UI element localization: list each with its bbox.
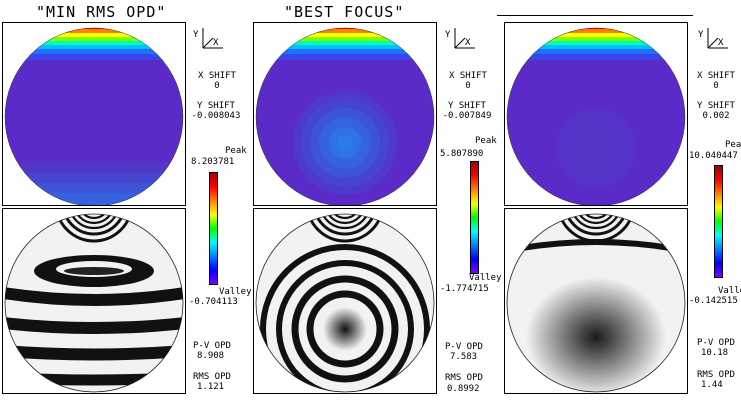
- colorbar-1: [209, 172, 218, 285]
- rms-opd-value-1: 1.121: [197, 382, 225, 392]
- x-shift-label: X SHIFT: [198, 71, 236, 81]
- y-shift-label: Y SHIFT: [448, 101, 486, 111]
- rms-opd-value-2: 0.8992: [447, 384, 480, 394]
- panel-3-title-rule: [497, 15, 693, 16]
- colorbar-3: [714, 165, 723, 278]
- x-shift-1: X SHIFT 0: [191, 71, 243, 91]
- pv-opd-label-1: P-V OPD: [193, 341, 231, 351]
- rms-opd-label-2: RMS OPD: [445, 373, 483, 383]
- fringe-map-3: [504, 208, 688, 394]
- pv-opd-value-1: 8.908: [197, 351, 225, 361]
- x-shift-3: X SHIFT 0: [692, 71, 740, 91]
- x-shift-value: 0: [465, 81, 471, 91]
- axis-y-label-2: Y: [445, 30, 451, 40]
- valley-value-1: -0.704113: [189, 297, 238, 307]
- peak-value-1: 8.203781: [191, 157, 235, 167]
- y-shift-value: -0.007849: [442, 111, 492, 121]
- y-shift-value: 0.002: [702, 111, 730, 121]
- fringe-map-1: [2, 208, 186, 394]
- axes-icon-2: [441, 24, 481, 58]
- peak-label-3: Peak: [725, 140, 741, 150]
- y-shift-value: -0.008043: [191, 111, 241, 121]
- rms-opd-label-1: RMS OPD: [193, 372, 231, 382]
- opd-map-3: [504, 22, 688, 206]
- y-shift-3: Y SHIFT 0.002: [692, 101, 740, 121]
- panel-2-title: "BEST FOCUS": [284, 3, 405, 21]
- valley-label-3: Valley: [718, 286, 741, 296]
- y-shift-2: Y SHIFT -0.007849: [437, 101, 497, 121]
- x-shift-label: X SHIFT: [697, 71, 735, 81]
- pv-opd-label-2: P-V OPD: [445, 342, 483, 352]
- peak-label-1: Peak: [225, 146, 247, 156]
- axis-x-label-3: X: [718, 38, 724, 48]
- peak-label-2: Peak: [475, 136, 497, 146]
- colorbar-2: [470, 161, 479, 274]
- axis-x-label-2: X: [465, 38, 471, 48]
- valley-value-2: -1.774715: [440, 284, 489, 294]
- opd-map-1: [2, 22, 186, 206]
- peak-value-3: 10.040447: [689, 151, 738, 161]
- fringe-map-2: [253, 208, 437, 394]
- y-shift-1: Y SHIFT -0.008043: [186, 101, 246, 121]
- y-shift-label: Y SHIFT: [197, 101, 235, 111]
- x-shift-value: 0: [214, 81, 220, 91]
- pv-opd-value-2: 7.583: [450, 352, 478, 362]
- axes-icon-3: [694, 24, 734, 58]
- y-shift-label: Y SHIFT: [697, 101, 735, 111]
- axis-y-label-3: Y: [698, 30, 704, 40]
- rms-opd-label-3: RMS OPD: [697, 370, 735, 380]
- axes-icon-1: [189, 24, 229, 58]
- panel-1-title: "MIN RMS OPD": [36, 3, 167, 21]
- valley-value-3: -0.142515: [689, 296, 738, 306]
- peak-value-2: 5.807890: [440, 149, 484, 159]
- pv-opd-label-3: P-V OPD: [697, 338, 735, 348]
- valley-label-2: Valley: [469, 273, 502, 283]
- rms-opd-value-3: 1.44: [701, 380, 723, 390]
- axis-y-label-1: Y: [193, 30, 199, 40]
- pv-opd-value-3: 10.18: [701, 348, 729, 358]
- x-shift-value: 0: [713, 81, 719, 91]
- axis-x-label-1: X: [213, 38, 219, 48]
- opd-map-2: [253, 22, 437, 206]
- x-shift-label: X SHIFT: [449, 71, 487, 81]
- valley-label-1: Valley: [219, 287, 252, 297]
- x-shift-2: X SHIFT 0: [442, 71, 494, 91]
